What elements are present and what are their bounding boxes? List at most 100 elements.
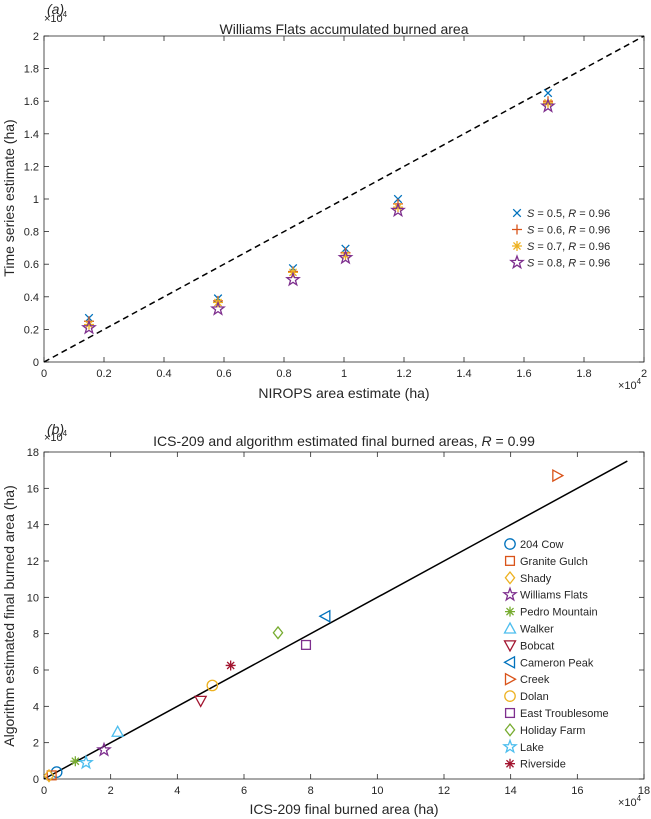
panel-a-point — [543, 97, 553, 108]
panel-b-legend-label: Lake — [520, 742, 544, 754]
panel-a-x-tick-label: 0 — [41, 368, 47, 380]
panel-b-legend-marker — [504, 690, 516, 702]
panel-b-x-tick-label: 14 — [505, 785, 517, 797]
panel-b-title: ICS-209 and algorithm estimated final bu… — [153, 433, 535, 449]
panel-b-reference-line — [43, 460, 628, 780]
panel-b-legend-label: Granite Gulch — [520, 556, 588, 568]
panel-b-title-end: = 0.99 — [492, 433, 535, 449]
panel-a-y-tick-label: 1.6 — [24, 96, 39, 108]
panel-a-point — [84, 319, 94, 330]
panel-b-legend-marker — [502, 738, 518, 754]
panel-a-point — [81, 319, 97, 335]
panel-b-legend-label: Shady — [520, 573, 552, 585]
panel-b-y-tick-label: 8 — [33, 629, 39, 641]
panel-a-x-tick-label: 0.2 — [96, 368, 111, 380]
panel-b-point — [78, 754, 94, 770]
panel-b-y-tick-label: 14 — [27, 520, 39, 532]
panel-b-legend-marker — [504, 538, 516, 550]
panel-b-point — [300, 639, 312, 650]
panel-a-x-tick-label: 0.8 — [276, 368, 291, 380]
panel-b-title-main: ICS-209 and algorithm estimated final bu… — [153, 433, 481, 449]
panel-a-y-exponent-base: ×10 — [44, 13, 63, 25]
panel-a-chart: (a) Williams Flats accumulated burned ar… — [1, 1, 647, 401]
panel-a-legend-s: S — [527, 208, 535, 220]
panel-b-y-tick-label: 18 — [27, 447, 39, 459]
panel-a-legend-end: = 0.96 — [576, 225, 610, 237]
panel-b-legend-label: Pedro Mountain — [520, 607, 598, 619]
panel-a-x-exponent: ×104 — [618, 377, 642, 392]
panel-b-legend-marker — [504, 723, 516, 737]
panel-a-legend-r: R — [568, 208, 576, 220]
panel-b-legend-marker — [503, 621, 517, 634]
panel-a-legend-s: S — [527, 241, 535, 253]
panel-b-y-tick-label: 6 — [33, 665, 39, 677]
panel-a-legend-marker — [512, 208, 522, 218]
panel-b-x-tick-label: 12 — [438, 785, 450, 797]
panel-b-legend-label: Riverside — [520, 759, 566, 771]
panel-b-legend-marker — [505, 758, 515, 769]
panel-a-legend-label: S = 0.7, R = 0.96 — [527, 241, 610, 253]
panel-b-point — [552, 469, 565, 483]
panel-b-legend-label: 204 Cow — [520, 539, 563, 551]
panel-b-point — [194, 695, 208, 708]
panel-b-point — [225, 660, 236, 671]
panel-b-axes-box — [43, 451, 645, 780]
panel-b-y-exponent: ×104 — [44, 429, 68, 444]
panel-a-point — [340, 250, 351, 261]
panel-a-y-tick-label: 0 — [33, 357, 39, 369]
panel-b-legend-marker — [503, 640, 517, 653]
panel-b-y-tick-label: 2 — [33, 738, 39, 750]
panel-b-legend-marker — [504, 672, 517, 686]
panel-b-x-tick-label: 2 — [108, 785, 114, 797]
panel-b-y-tick-label: 16 — [27, 483, 39, 495]
panel-b-x-exponent-base: ×10 — [618, 797, 637, 809]
panel-a-y-exponent-power: 4 — [63, 10, 68, 19]
panel-b-legend-marker — [504, 555, 516, 566]
panel-a-legend-mid: = 0.7, — [534, 241, 568, 253]
panel-a-x-tick-label: 1.8 — [576, 368, 591, 380]
panel-a-legend-mid: = 0.6, — [534, 225, 568, 237]
panel-a-legend-marker — [512, 241, 522, 251]
panel-a-point — [543, 88, 553, 98]
panel-b-point — [206, 679, 219, 692]
panel-b-legend-label: Holiday Farm — [520, 725, 585, 737]
panel-b-x-tick-label: 6 — [241, 785, 247, 797]
panel-b-x-tick-label: 16 — [571, 785, 583, 797]
panel-b-x-exponent-power: 4 — [637, 794, 642, 803]
panel-b-legend-label: Walker — [520, 624, 554, 636]
panel-b-y-tick-label: 4 — [33, 701, 39, 713]
panel-a-x-exponent-power: 4 — [637, 377, 642, 386]
panel-a-legend-mid: = 0.8, — [534, 258, 568, 270]
panel-a-y-tick-label: 1.2 — [24, 161, 39, 173]
panel-b-legend-label: Williams Flats — [520, 590, 588, 602]
panel-b-chart: (b) ICS-209 and algorithm estimated fina… — [1, 421, 650, 817]
panel-a-point — [393, 202, 403, 213]
panel-a-legend-s: S — [527, 258, 535, 270]
panel-b-x-tick-label: 18 — [638, 785, 650, 797]
panel-a-y-tick-label: 0.6 — [24, 259, 39, 271]
panel-b-x-tick-label: 10 — [371, 785, 383, 797]
panel-a-legend: S = 0.5, R = 0.96S = 0.6, R = 0.96S = 0.… — [509, 208, 610, 270]
panel-a-x-tick-label: 1.4 — [456, 368, 471, 380]
panel-a-legend-end: = 0.96 — [576, 241, 610, 253]
panel-b-y-exponent-power: 4 — [63, 429, 68, 438]
panel-a-legend-s: S — [527, 225, 535, 237]
panel-a-legend-end: = 0.96 — [576, 258, 610, 270]
panel-a-x-tick-label: 1.6 — [516, 368, 531, 380]
panel-a-y-axis-label: Time series estimate (ha) — [1, 119, 17, 276]
panel-a-y-tick-label: 0.4 — [24, 292, 39, 304]
panel-b-point — [70, 756, 81, 767]
panel-b-x-tick-label: 4 — [174, 785, 180, 797]
panel-b-point — [96, 741, 112, 757]
panel-b-legend: 204 Cow Granite Gulch Shady Williams Flats P… — [502, 538, 609, 771]
panel-b-label: (b) — [47, 421, 64, 437]
panel-a-y-exponent: ×104 — [44, 10, 68, 25]
panel-b-legend-label: Creek — [520, 674, 550, 686]
panel-b-point — [318, 609, 331, 623]
panel-a-x-tick-label: 1 — [341, 368, 347, 380]
panel-a-y-tick-label: 2 — [33, 31, 39, 43]
panel-b-point — [111, 724, 125, 737]
panel-a-title: Williams Flats accumulated burned area — [220, 21, 469, 37]
panel-a-legend-r: R — [568, 241, 576, 253]
